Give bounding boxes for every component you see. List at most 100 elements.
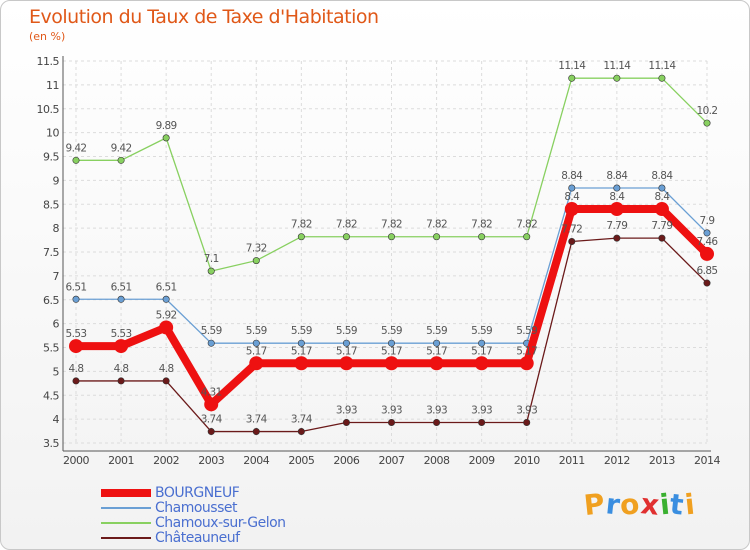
y-tick-label: 6 [53, 318, 60, 331]
data-label: 8.84 [606, 170, 628, 182]
data-label: 5.17 [516, 345, 537, 357]
data-point [478, 339, 486, 347]
data-point [613, 184, 621, 192]
legend-label: Châteauneuf [155, 529, 240, 546]
y-tick-label: 3.5 [43, 437, 59, 450]
data-point [387, 418, 395, 426]
data-point [297, 233, 305, 241]
data-label: 7.1 [204, 253, 219, 265]
data-label: 8.84 [561, 170, 583, 182]
data-point [114, 339, 129, 354]
data-point [207, 428, 215, 436]
data-point [162, 295, 170, 303]
y-tick-label: 11 [46, 79, 59, 92]
data-point [342, 339, 350, 347]
data-label: 5.59 [336, 325, 357, 337]
data-label: 5.59 [516, 325, 537, 337]
x-tick-label: 2006 [333, 454, 359, 467]
data-point [519, 356, 534, 371]
data-point [474, 356, 489, 371]
data-point [613, 234, 621, 242]
data-point [342, 233, 350, 241]
x-tick-label: 2000 [63, 454, 89, 467]
data-label: 11.14 [648, 60, 676, 72]
data-point [297, 339, 305, 347]
y-tick-label: 4 [53, 413, 60, 426]
data-point [433, 418, 441, 426]
data-point [162, 134, 170, 142]
data-point [204, 397, 219, 412]
data-point [613, 74, 621, 82]
legend-item: Châteauneuf [101, 529, 286, 546]
x-tick-label: 2001 [108, 454, 134, 467]
data-point [523, 418, 531, 426]
data-point [568, 74, 576, 82]
chart-legend: BOURGNEUF Chamousset Chamoux-sur-Gelon Chât… [101, 484, 286, 546]
data-label: 5.17 [336, 345, 357, 357]
data-point [387, 339, 395, 347]
y-tick-label: 10 [46, 127, 59, 140]
legend-swatch [101, 488, 151, 497]
legend-item: Chamousset [101, 500, 286, 516]
data-label: 3.93 [426, 404, 447, 416]
data-label: 8.4 [564, 191, 580, 203]
data-label: 4.8 [114, 363, 129, 375]
data-point [658, 184, 666, 192]
data-point [297, 428, 305, 436]
data-label: 8.4 [609, 191, 625, 203]
x-tick-label: 2011 [559, 454, 585, 467]
data-point [72, 295, 80, 303]
data-point [433, 339, 441, 347]
data-point [72, 156, 80, 164]
data-point [69, 339, 83, 354]
y-tick-label: 6.5 [43, 294, 59, 307]
proxiti-logo: Proxiti [582, 486, 697, 523]
y-tick-label: 10.5 [37, 103, 60, 116]
data-point [72, 377, 80, 385]
data-label: 9.89 [156, 120, 177, 132]
legend-label: BOURGNEUF [155, 484, 240, 501]
y-tick-label: 8.5 [43, 198, 59, 211]
x-tick-label: 2004 [243, 454, 269, 467]
data-point [564, 202, 579, 217]
data-point [339, 356, 354, 371]
data-label: 5.59 [381, 325, 402, 337]
data-label: 7.72 [561, 223, 582, 235]
y-tick-label: 7 [53, 270, 60, 283]
data-point [294, 356, 309, 371]
data-label: 7.82 [471, 219, 492, 231]
legend-swatch [101, 521, 151, 524]
data-point [159, 320, 174, 335]
data-point [249, 356, 264, 371]
data-label: 7.46 [697, 236, 719, 248]
y-tick-label: 4.5 [43, 389, 59, 402]
data-label: 11.14 [603, 60, 631, 72]
y-tick-label: 9.5 [43, 151, 59, 164]
data-point [252, 428, 260, 436]
data-point [478, 233, 486, 241]
x-tick-label: 2012 [604, 454, 630, 467]
data-label: 3.93 [516, 404, 537, 416]
y-tick-label: 11.5 [37, 55, 60, 68]
data-point [568, 184, 576, 192]
x-tick-label: 2008 [424, 454, 450, 467]
data-point [387, 233, 395, 241]
data-point [478, 418, 486, 426]
data-label: 3.93 [336, 404, 357, 416]
data-point [252, 257, 260, 265]
data-label: 3.74 [246, 414, 268, 426]
data-label: 7.82 [336, 219, 357, 231]
data-label: 3.93 [471, 404, 492, 416]
data-label: 3.93 [381, 404, 402, 416]
data-point [207, 267, 215, 275]
data-label: 3.74 [291, 414, 313, 426]
data-label: 5.17 [291, 345, 312, 357]
data-point [342, 418, 350, 426]
data-label: 7.82 [516, 219, 537, 231]
data-point [700, 246, 714, 261]
x-tick-label: 2009 [469, 454, 495, 467]
data-point [384, 356, 399, 371]
data-label: 9.42 [111, 142, 132, 154]
data-point [429, 356, 444, 371]
